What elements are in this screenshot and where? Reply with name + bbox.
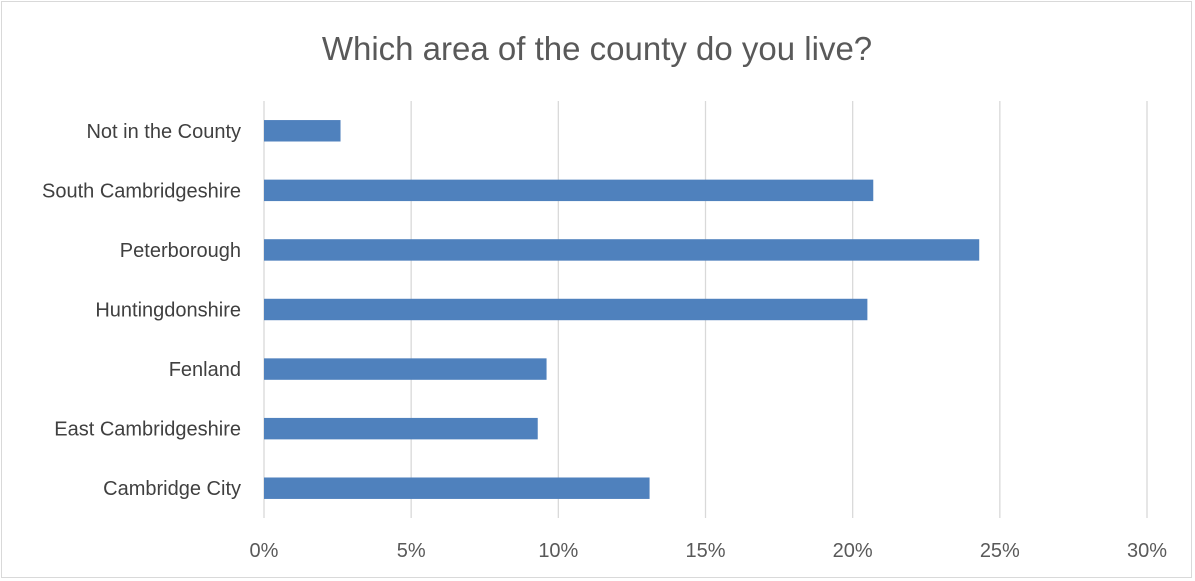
bar	[264, 298, 868, 321]
x-tick-label: 15%	[685, 540, 725, 562]
category-label: Cambridge City	[103, 478, 241, 500]
x-tick-label: 30%	[1127, 540, 1167, 562]
category-labels: Cambridge City East Cambridgeshire Fenland…	[42, 121, 241, 500]
category-label: East Cambridgeshire	[54, 419, 241, 441]
bar	[264, 179, 874, 202]
x-tick-label: 20%	[833, 540, 873, 562]
category-label: South Cambridgeshire	[42, 180, 241, 202]
bar	[264, 417, 538, 440]
chart-title: Which area of the county do you live?	[322, 30, 872, 67]
category-label: Not in the County	[86, 121, 241, 143]
bars	[264, 120, 980, 499]
bar	[264, 239, 980, 261]
bar	[264, 358, 547, 380]
category-label: Fenland	[169, 359, 241, 381]
bar	[264, 120, 341, 142]
bar	[264, 477, 650, 499]
category-label: Huntingdonshire	[95, 300, 241, 322]
x-tick-label: 10%	[538, 540, 578, 562]
x-tick-label: 25%	[980, 540, 1020, 562]
category-label: Peterborough	[120, 240, 241, 262]
x-axis-tick-labels: 0% 5% 10% 15% 20% 25% 30%	[250, 540, 1168, 562]
x-tick-label: 5%	[397, 540, 426, 562]
x-tick-label: 0%	[250, 540, 279, 562]
